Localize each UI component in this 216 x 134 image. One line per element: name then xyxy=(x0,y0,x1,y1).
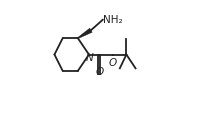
Text: O: O xyxy=(109,58,117,68)
Text: NH₂: NH₂ xyxy=(103,15,123,25)
Text: O: O xyxy=(96,67,104,77)
Text: N: N xyxy=(86,53,94,63)
Polygon shape xyxy=(78,28,92,39)
